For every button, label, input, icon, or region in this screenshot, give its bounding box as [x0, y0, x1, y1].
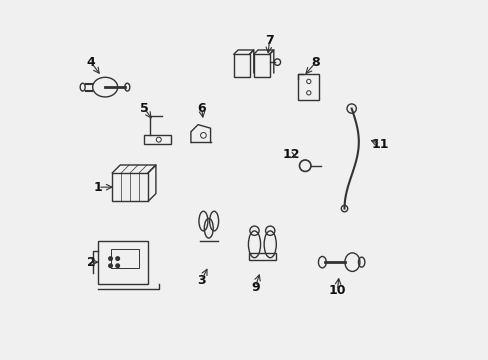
Text: 7: 7	[264, 34, 273, 47]
Text: 3: 3	[197, 274, 205, 287]
Text: 8: 8	[311, 55, 320, 69]
Text: 12: 12	[282, 148, 299, 162]
Circle shape	[108, 257, 112, 260]
Circle shape	[116, 257, 119, 260]
Bar	[111, 249, 138, 268]
Bar	[253, 54, 269, 77]
Bar	[144, 135, 171, 144]
Text: 11: 11	[371, 138, 388, 151]
Text: 6: 6	[197, 102, 205, 115]
Text: 1: 1	[94, 181, 102, 194]
Bar	[233, 54, 249, 77]
Text: 2: 2	[86, 256, 95, 269]
Text: 4: 4	[86, 55, 95, 69]
Bar	[98, 241, 148, 284]
Bar	[248, 252, 275, 260]
Circle shape	[116, 264, 119, 267]
Bar	[298, 74, 319, 100]
Text: 10: 10	[328, 284, 346, 297]
Circle shape	[108, 264, 112, 267]
Text: 9: 9	[250, 281, 259, 294]
Bar	[112, 173, 148, 202]
Text: 5: 5	[140, 102, 148, 115]
